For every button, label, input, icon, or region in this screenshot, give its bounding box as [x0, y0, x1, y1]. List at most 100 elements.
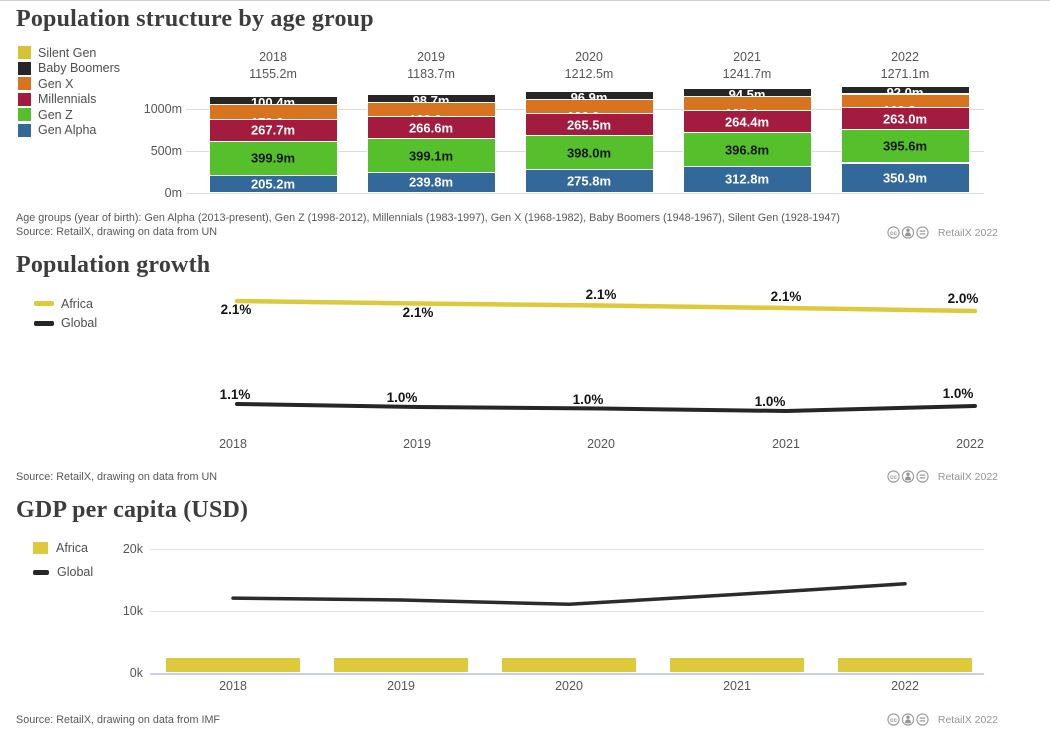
- bar-column-year: 2022: [891, 50, 919, 64]
- age-group-legend: Silent Gen Baby Boomers Gen X Millennial…: [18, 45, 120, 138]
- bar-segment-label: 267.7m: [250, 122, 296, 138]
- growth-legend: Africa Global: [34, 294, 97, 333]
- bar-segment-gen-alpha: 239.8m: [367, 172, 495, 192]
- bar-column-year: 2021: [733, 50, 761, 64]
- x-axis-label: 2018: [219, 437, 247, 451]
- gen-alpha-swatch: [18, 123, 31, 137]
- bar-segment-gen-z: 398.0m: [525, 136, 653, 169]
- growth-data-label: 1.0%: [572, 391, 604, 407]
- bar-segment-baby-boomers: 96.9m: [525, 91, 653, 104]
- bar-segment-label: 264.4m: [724, 114, 770, 130]
- legend-item-baby-boomers: Baby Boomers: [18, 61, 120, 77]
- gen-x-swatch: [18, 77, 31, 91]
- x-axis-label: 2020: [555, 679, 583, 693]
- bar-column-total: 1183.7m: [407, 67, 455, 81]
- license-badge: cc RetailX 2022: [887, 225, 998, 240]
- bar-segment-silent-gen: [841, 86, 969, 88]
- africa-line-swatch: [34, 301, 54, 307]
- y-axis-tick-label: 20k: [122, 541, 143, 556]
- y-axis-tick-label: 10k: [122, 603, 143, 618]
- population-growth-title: Population growth: [16, 252, 211, 278]
- bar-segment-gen-x: 163.2m: [841, 94, 969, 117]
- bar-segment-label: 266.6m: [408, 120, 454, 136]
- bar-segment-label: 350.9m: [882, 170, 928, 186]
- bar-column-total: 1212.5m: [564, 67, 614, 81]
- gdp-per-capita-title: GDP per capita (USD): [16, 497, 249, 523]
- africa-bar-swatch: [33, 542, 48, 554]
- x-axis-label: 2019: [403, 437, 431, 451]
- bar-segment-millennials: 264.4m: [683, 111, 811, 133]
- millennials-swatch: [18, 92, 31, 106]
- bar-segment-millennials: 266.6m: [367, 116, 495, 139]
- bar-segment-gen-alpha: 205.2m: [209, 175, 337, 192]
- population-structure-source: Source: RetailX, drawing on data from UN: [16, 226, 218, 238]
- bar-segment-silent-gen: [209, 96, 337, 97]
- creative-commons-icons: cc: [887, 713, 929, 726]
- growth-data-label: 1.0%: [942, 386, 974, 401]
- bar-segment-label: 205.2m: [250, 176, 296, 192]
- attribution-label: RetailX 2022: [937, 470, 998, 483]
- bar-segment-gen-alpha: 275.8m: [525, 169, 653, 192]
- legend-item-africa: Africa: [33, 541, 93, 555]
- bar-segment-gen-z: 396.8m: [683, 133, 811, 166]
- y-axis-tick-label: 0m: [164, 186, 182, 200]
- bar-segment-silent-gen: [367, 93, 495, 95]
- nd-icon: [916, 470, 929, 483]
- x-axis-label: 2021: [772, 437, 800, 451]
- attribution-label: RetailX 2022: [937, 226, 998, 239]
- y-axis-tick-label: 500m: [150, 144, 182, 158]
- attribution-icon: [901, 470, 915, 483]
- bar-segment-label: 399.1m: [408, 148, 454, 164]
- bar-segment-gen-x: 168.6m: [367, 102, 495, 126]
- gen-z-swatch: [18, 108, 31, 122]
- bar-segment-label: 263.0m: [882, 111, 928, 127]
- bar-column-total: 1271.1m: [880, 67, 930, 81]
- bar-segment-baby-boomers: 94.5m: [683, 88, 811, 101]
- bar-segment-label: 312.8m: [724, 171, 770, 187]
- bar-column-total: 1155.2m: [249, 67, 297, 81]
- legend-label: Global: [61, 316, 98, 331]
- bar-segment-gen-x: 166.9m: [525, 100, 653, 123]
- legend-label: Baby Boomers: [38, 61, 120, 76]
- bar-segment-label: 275.8m: [566, 173, 612, 189]
- legend-item-africa: Africa: [34, 294, 97, 314]
- legend-label: Gen Z: [38, 107, 73, 122]
- bar-segment-label: 399.9m: [250, 150, 296, 166]
- legend-label: Africa: [56, 541, 88, 555]
- cc-icon: cc: [890, 230, 898, 237]
- growth-data-label: 2.0%: [947, 291, 979, 306]
- growth-data-label: 2.1%: [585, 287, 617, 302]
- y-axis-tick-label: 1000m: [143, 102, 182, 116]
- license-badge: cc RetailX 2022: [887, 712, 998, 727]
- cc-icon: cc: [890, 717, 898, 724]
- legend-label: Gen X: [38, 76, 74, 91]
- legend-label: Africa: [61, 296, 93, 311]
- growth-data-label: 2.1%: [770, 288, 802, 304]
- bar-segment-gen-x: 165.4m: [683, 97, 811, 120]
- bar-segment-gen-z: 395.6m: [841, 130, 969, 163]
- x-axis-label: 2018: [219, 679, 247, 693]
- gdp-per-capita-source: Source: RetailX, drawing on data from IM…: [16, 714, 221, 726]
- bar-segment-gen-z: 399.1m: [367, 139, 495, 172]
- bar-segment-millennials: 263.0m: [841, 108, 969, 130]
- bar-segment-baby-boomers: 98.7m: [367, 94, 495, 107]
- bar-column-total: 1241.7m: [722, 67, 772, 81]
- bar-column-year: 2020: [575, 50, 603, 64]
- growth-data-label: 1.0%: [386, 390, 418, 405]
- bar-segment-label: 265.5m: [566, 117, 612, 133]
- gdp-bar: [166, 657, 300, 673]
- bar-segment-millennials: 267.7m: [209, 119, 337, 142]
- x-axis-label: 2020: [587, 437, 615, 451]
- growth-data-label: 2.1%: [402, 304, 434, 320]
- legend-item-millennials: Millennials: [18, 92, 120, 108]
- gdp-bar: [838, 657, 972, 673]
- legend-label: Global: [57, 565, 94, 579]
- population-structure-title: Population structure by age group: [16, 6, 374, 32]
- bar-segment-label: 396.8m: [724, 142, 770, 158]
- bar-segment-baby-boomers: 92.0m: [841, 86, 969, 99]
- bar-segment-gen-alpha: 350.9m: [841, 163, 969, 192]
- license-badge: cc RetailX 2022: [887, 469, 998, 484]
